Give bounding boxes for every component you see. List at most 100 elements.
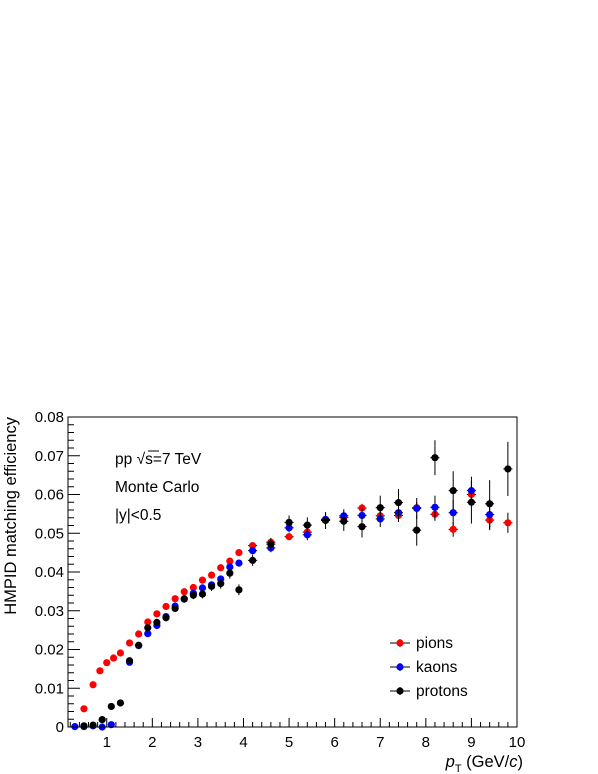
data-point-protons <box>504 465 512 473</box>
data-point-protons <box>98 716 106 724</box>
data-point-pions <box>285 533 293 541</box>
legend-marker-protons <box>396 687 404 695</box>
data-point-protons <box>162 614 170 622</box>
x-tick-label: 6 <box>330 734 338 751</box>
legend-item-pions: pions <box>390 635 453 652</box>
data-point-pions <box>103 659 111 667</box>
data-point-protons <box>340 517 348 525</box>
data-point-kaons <box>413 504 421 513</box>
x-axis-ticks: 1 2 3 4 5 6 7 8 9 10 <box>69 718 526 751</box>
data-point-kaons <box>431 503 439 511</box>
data-point-kaons <box>449 509 457 517</box>
y-tick-label: 0.01 <box>35 680 64 697</box>
y-axis-ticks: 0 0.01 0.02 0.03 0.04 0.05 0.06 0.07 0.08 <box>35 409 80 736</box>
data-point-protons <box>171 604 179 613</box>
x-axis-label: pT (GeV/c) <box>445 753 523 774</box>
data-point-protons <box>107 702 115 711</box>
annotation-energy: pp √s=7 TeV <box>115 451 202 468</box>
x-axis-label-unit-suffix: ) <box>518 753 524 771</box>
data-point-kaons <box>358 511 366 520</box>
x-tick-label: 5 <box>285 734 293 751</box>
y-axis-label: HMPID matching efficiency <box>2 416 20 615</box>
data-point-protons <box>217 580 225 588</box>
legend: pions kaons protons <box>390 635 468 700</box>
data-point-kaons <box>235 559 243 567</box>
annotation-block: pp √s=7 TeV Monte Carlo |y|<0.5 <box>115 450 202 524</box>
y-tick-label: 0.04 <box>35 564 64 581</box>
data-point-protons <box>486 500 494 508</box>
x-tick-label: 3 <box>194 734 202 751</box>
data-point-kaons <box>226 563 234 571</box>
data-point-protons <box>189 591 197 599</box>
data-point-protons <box>358 523 366 531</box>
data-point-pions <box>504 519 512 527</box>
data-point-protons <box>198 590 207 598</box>
x-tick-label: 9 <box>467 734 475 751</box>
y-tick-label: 0.07 <box>35 448 64 465</box>
data-point-protons <box>285 518 293 527</box>
x-axis-label-variable: p <box>445 753 455 771</box>
data-point-protons <box>321 516 330 525</box>
x-axis-label-unit-prefix: (GeV/ <box>462 753 510 771</box>
data-point-pions <box>198 576 207 584</box>
data-point-protons <box>467 498 476 506</box>
data-point-protons <box>235 586 243 594</box>
annotation-energy-prefix: pp <box>115 451 137 468</box>
data-point-protons <box>125 657 134 665</box>
data-point-pions <box>171 595 179 603</box>
x-axis-label-unit-c: c <box>509 753 518 771</box>
y-tick-label: 0 <box>56 719 64 736</box>
data-point-protons <box>135 641 143 649</box>
data-point-protons <box>267 540 275 548</box>
data-point-kaons <box>144 630 152 638</box>
data-point-protons <box>376 504 384 512</box>
annotation-sqrt-symbol: √ <box>137 451 146 468</box>
data-point-pions <box>162 602 170 611</box>
legend-marker-kaons <box>396 663 404 671</box>
data-point-pions <box>189 583 197 592</box>
series-protons <box>80 440 513 730</box>
data-point-protons <box>144 624 152 632</box>
data-point-pions <box>217 564 225 572</box>
legend-item-kaons: kaons <box>390 659 458 676</box>
data-point-protons <box>394 499 403 507</box>
y-tick-label: 0.06 <box>35 487 64 504</box>
x-tick-label: 8 <box>422 734 430 751</box>
data-point-pions <box>135 630 143 638</box>
data-point-protons <box>116 699 125 707</box>
data-point-protons <box>80 722 88 730</box>
data-point-pions <box>235 549 243 557</box>
data-point-pions <box>109 654 118 662</box>
data-point-pions <box>80 705 88 713</box>
y-tick-label: 0.08 <box>35 409 64 426</box>
data-point-protons <box>207 582 216 590</box>
data-point-protons <box>153 618 161 626</box>
data-point-protons <box>449 487 457 495</box>
legend-item-protons: protons <box>390 683 468 700</box>
data-point-pions <box>153 610 161 618</box>
data-point-protons <box>431 454 439 462</box>
data-point-protons <box>89 721 97 729</box>
y-tick-label: 0.05 <box>35 525 64 542</box>
x-tick-label: 2 <box>148 734 156 751</box>
annotation-energy-suffix: s=7 TeV <box>145 451 202 468</box>
x-tick-label: 7 <box>376 734 384 751</box>
data-point-pions <box>249 542 257 550</box>
annotation-monte-carlo: Monte Carlo <box>115 479 199 496</box>
y-tick-label: 0.03 <box>35 603 64 620</box>
data-point-kaons <box>198 584 207 592</box>
legend-label-protons: protons <box>416 683 468 700</box>
data-point-protons <box>226 569 234 577</box>
x-tick-label: 10 <box>509 734 526 751</box>
data-point-pions <box>89 681 97 689</box>
data-point-protons <box>303 521 311 529</box>
y-tick-label: 0.02 <box>35 642 64 659</box>
data-point-pions <box>116 649 125 657</box>
data-point-protons <box>413 526 421 534</box>
data-point-kaons <box>249 547 257 555</box>
annotation-rapidity: |y|<0.5 <box>115 507 161 524</box>
data-point-pions <box>449 525 457 533</box>
data-point-pions <box>96 667 104 675</box>
legend-label-pions: pions <box>416 635 453 652</box>
